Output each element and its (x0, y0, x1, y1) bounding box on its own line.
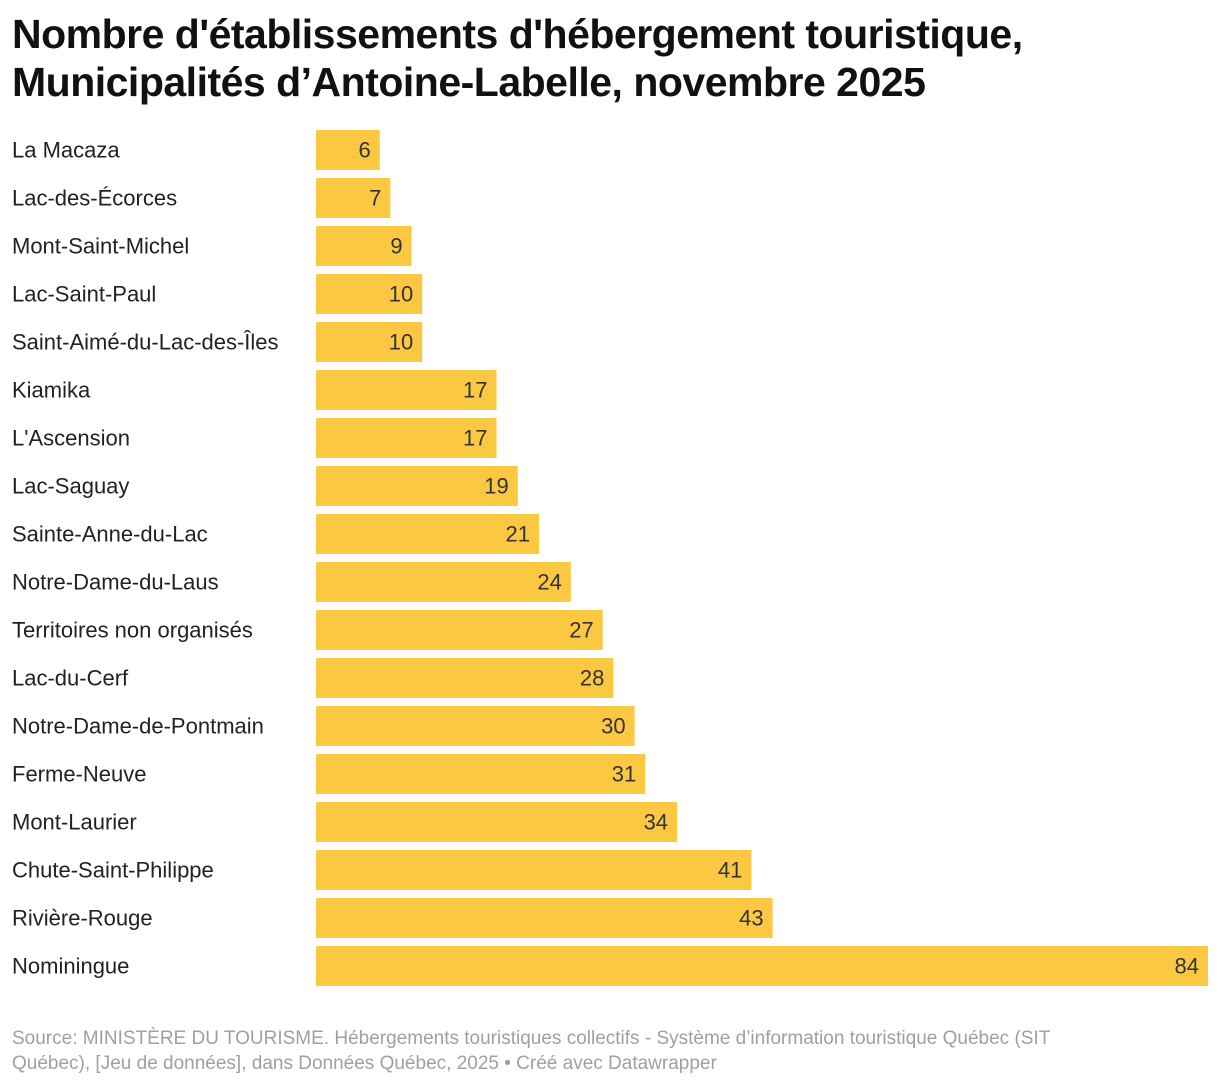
source-note: Source: MINISTÈRE DU TOURISME. Hébergeme… (12, 1026, 1207, 1076)
category-label: Saint-Aimé-du-Lac-des-Îles (12, 330, 279, 355)
bar (316, 274, 423, 314)
value-label: 43 (739, 906, 763, 931)
category-label: Sainte-Anne-du-Lac (12, 522, 208, 547)
bar (316, 370, 497, 410)
bar-row: Lac-du-Cerf 28 (12, 658, 614, 698)
category-label: Lac-Saguay (12, 474, 129, 499)
bar (316, 898, 773, 938)
bar-row: Mont-Saint-Michel 9 (12, 226, 412, 266)
bar-row: Nominingue 84 (12, 946, 1208, 986)
bar (316, 226, 412, 266)
category-label: Kiamika (12, 378, 91, 403)
bar-row: Lac-Saint-Paul 10 (12, 274, 423, 314)
bar (316, 802, 678, 842)
bar-row: Territoires non organisés 27 (12, 610, 603, 650)
value-label: 84 (1175, 954, 1199, 979)
bar (316, 850, 752, 890)
value-label: 7 (369, 186, 381, 211)
value-label: 21 (506, 522, 530, 547)
value-label: 10 (389, 282, 413, 307)
value-label: 10 (389, 330, 413, 355)
bar (316, 178, 391, 218)
value-label: 9 (390, 234, 402, 259)
bar-row: Lac-Saguay 19 (12, 466, 518, 506)
value-label: 6 (358, 138, 370, 163)
bar (316, 610, 603, 650)
value-label: 17 (463, 378, 487, 403)
bar-row: L'Ascension 17 (12, 418, 497, 458)
source-note-line-2: Québec), [Jeu de données], dans Données … (12, 1053, 717, 1074)
bar-row: La Macaza 6 (12, 130, 380, 170)
value-label: 31 (612, 762, 636, 787)
bar-row: Notre-Dame-de-Pontmain 30 (12, 706, 635, 746)
bar-chart: La Macaza 6 Lac-des-Écorces 7 Mont-Saint-Mic… (12, 130, 1208, 986)
bar-row: Notre-Dame-du-Laus 24 (12, 562, 571, 602)
category-label: Territoires non organisés (12, 618, 253, 643)
bar (316, 946, 1208, 986)
category-label: Lac-Saint-Paul (12, 282, 156, 307)
category-label: Chute-Saint-Philippe (12, 858, 214, 883)
chart-title-line-1: Nombre d'établissements d'hébergement to… (12, 11, 1023, 57)
value-label: 17 (463, 426, 487, 451)
bar (316, 706, 635, 746)
bar (316, 322, 423, 362)
category-label: Mont-Saint-Michel (12, 234, 189, 259)
bar-row: Sainte-Anne-du-Lac 21 (12, 514, 539, 554)
bar-row: Rivière-Rouge 43 (12, 898, 773, 938)
category-label: Nominingue (12, 954, 129, 979)
value-label: 27 (569, 618, 593, 643)
source-note-line-1: Source: MINISTÈRE DU TOURISME. Hébergeme… (12, 1028, 1051, 1049)
value-label: 30 (601, 714, 625, 739)
category-label: Notre-Dame-de-Pontmain (12, 714, 264, 739)
chart-title: Nombre d'établissements d'hébergement to… (12, 10, 1202, 106)
value-label: 19 (484, 474, 508, 499)
bar-row: Ferme-Neuve 31 (12, 754, 646, 794)
bar (316, 514, 539, 554)
bar-row: Lac-des-Écorces 7 (12, 178, 391, 218)
bar (316, 130, 380, 170)
category-label: Rivière-Rouge (12, 906, 153, 931)
category-label: Ferme-Neuve (12, 762, 146, 787)
category-label: Notre-Dame-du-Laus (12, 570, 219, 595)
bar-row: Saint-Aimé-du-Lac-des-Îles 10 (12, 322, 423, 362)
bar-row: Chute-Saint-Philippe 41 (12, 850, 752, 890)
bar (316, 418, 497, 458)
bar (316, 658, 614, 698)
value-label: 34 (644, 810, 668, 835)
bar (316, 754, 646, 794)
bar-row: Kiamika 17 (12, 370, 497, 410)
value-label: 24 (537, 570, 561, 595)
value-label: 41 (718, 858, 742, 883)
category-label: L'Ascension (12, 426, 130, 451)
bar (316, 562, 571, 602)
category-label: Lac-des-Écorces (12, 186, 177, 211)
bar-row: Mont-Laurier 34 (12, 802, 678, 842)
category-label: La Macaza (12, 138, 120, 163)
category-label: Mont-Laurier (12, 810, 137, 835)
category-label: Lac-du-Cerf (12, 666, 129, 691)
value-label: 28 (580, 666, 604, 691)
chart-title-line-2: Municipalités d’Antoine-Labelle, novembr… (12, 59, 926, 105)
bar (316, 466, 518, 506)
